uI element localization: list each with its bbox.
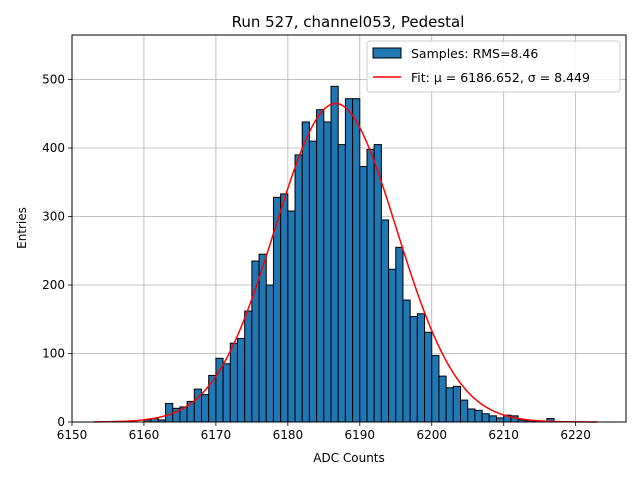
- histogram-bar: [294, 154, 303, 423]
- y-axis-ticks: 0 100 200 300 400 500: [42, 73, 72, 429]
- y-tick-label: 100: [42, 347, 65, 361]
- histogram-bar: [280, 193, 289, 423]
- histogram-bar: [251, 260, 260, 423]
- histogram-bar: [236, 337, 246, 423]
- x-tick-label: 6210: [488, 428, 519, 442]
- fit-curve: [93, 102, 598, 423]
- histogram-bar: [424, 331, 433, 423]
- legend-label-samples: Samples: RMS=8.46: [411, 46, 538, 61]
- histogram-bar: [244, 310, 253, 423]
- histogram-bar: [467, 408, 476, 423]
- histogram-bar: [337, 144, 346, 423]
- x-tick-label: 6170: [201, 428, 232, 442]
- y-tick-label: 0: [57, 415, 65, 429]
- histogram-bars: [143, 85, 555, 423]
- histogram-bar: [402, 299, 411, 423]
- histogram-bar: [330, 85, 339, 423]
- histogram-bar: [416, 313, 426, 423]
- histogram-bar: [460, 399, 469, 423]
- histogram-bar: [316, 109, 325, 423]
- histogram-bar: [452, 385, 462, 423]
- histogram-bar: [308, 140, 318, 423]
- y-tick-label: 500: [42, 73, 65, 87]
- histogram-bar: [438, 375, 447, 423]
- histogram-bar: [445, 387, 454, 423]
- histogram-bar: [301, 121, 310, 423]
- histogram-bar: [474, 409, 483, 423]
- histogram-bar: [165, 403, 174, 423]
- histogram-bar: [395, 246, 404, 423]
- histogram-bar: [373, 144, 382, 423]
- x-tick-label: 6190: [345, 428, 376, 442]
- histogram-bar: [388, 268, 397, 423]
- histogram-bar: [481, 413, 490, 423]
- histogram-bar: [258, 253, 267, 423]
- histogram-bar: [366, 148, 375, 423]
- histogram-bar: [201, 394, 210, 423]
- plot-frame: [71, 34, 627, 423]
- chart-title: Run 527, channel053, Pedestal: [232, 13, 465, 31]
- histogram-bar: [229, 342, 238, 423]
- histogram-bar: [344, 98, 354, 423]
- x-tick-label: 6200: [416, 428, 447, 442]
- histogram-bar: [495, 417, 505, 423]
- x-axis-ticks: 6150 6160 6170 6180 6190 6200 6210 6220: [57, 422, 591, 442]
- legend-box: [366, 40, 621, 93]
- histogram-bar: [359, 166, 368, 423]
- histogram-bar: [488, 415, 497, 423]
- legend: Samples: RMS=8.46 Fit: μ = 6186.652, σ =…: [366, 40, 621, 93]
- x-tick-label: 6220: [560, 428, 591, 442]
- histogram-bar: [265, 284, 274, 423]
- histogram-bar: [431, 355, 440, 423]
- histogram-bar: [287, 210, 296, 423]
- x-tick-label: 6180: [273, 428, 304, 442]
- x-tick-label: 6150: [57, 428, 88, 442]
- histogram-bar: [193, 388, 203, 423]
- legend-label-fit: Fit: μ = 6186.652, σ = 8.449: [411, 70, 590, 85]
- x-tick-label: 6160: [129, 428, 160, 442]
- legend-swatch-samples: [372, 47, 402, 59]
- histogram-bar: [409, 316, 418, 423]
- histogram-bar: [222, 363, 231, 423]
- histogram-bar: [352, 98, 361, 423]
- y-tick-label: 200: [42, 278, 65, 292]
- y-tick-label: 300: [42, 210, 65, 224]
- histogram-bar: [323, 121, 332, 423]
- histogram-bar: [380, 219, 390, 423]
- y-axis-label: Entries: [15, 207, 29, 249]
- y-tick-label: 400: [42, 141, 65, 155]
- x-axis-label: ADC Counts: [313, 451, 385, 465]
